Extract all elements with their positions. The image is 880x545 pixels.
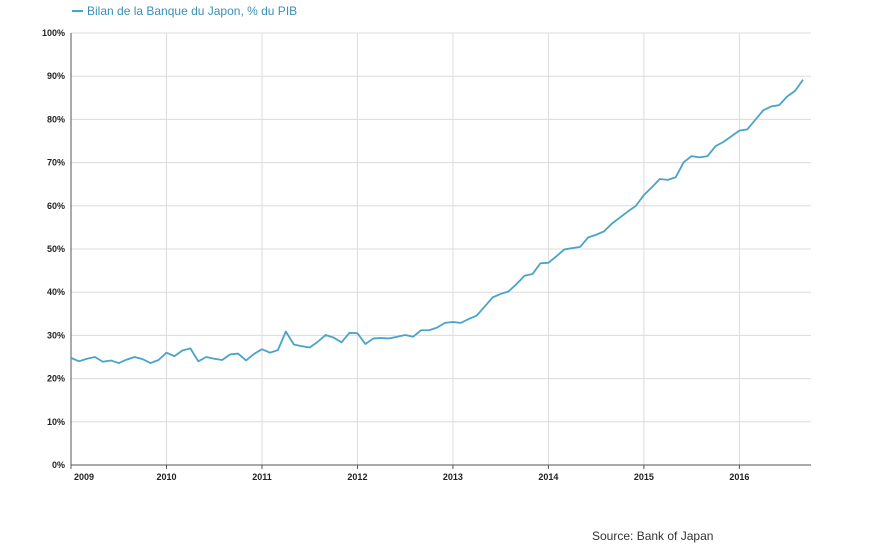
y-tick-label: 100% xyxy=(42,28,65,38)
legend: Bilan de la Banque du Japon, % du PIB xyxy=(72,3,297,19)
y-tick-label: 40% xyxy=(47,287,65,297)
y-tick-label: 90% xyxy=(47,71,65,81)
x-tick-label: 2011 xyxy=(252,472,272,482)
x-tick-label: 2009 xyxy=(74,472,94,482)
x-tick-label: 2012 xyxy=(347,472,367,482)
gridlines xyxy=(71,32,811,465)
x-tick-label: 2013 xyxy=(443,472,463,482)
y-tick-label: 70% xyxy=(47,158,65,168)
source-note: Source: Bank of Japan xyxy=(592,529,714,543)
y-axis-tick-labels: 0% 10% 20% 30% 40% 50% 60% 70% 80% 90% 100% xyxy=(42,28,65,470)
x-tick-label: 2016 xyxy=(729,472,749,482)
y-tick-label: 30% xyxy=(47,330,65,340)
legend-line-swatch xyxy=(72,10,83,12)
x-tick-label: 2010 xyxy=(156,472,176,482)
axes xyxy=(70,33,811,469)
y-tick-label: 0% xyxy=(52,460,65,470)
y-tick-label: 10% xyxy=(47,417,65,427)
y-tick-label: 80% xyxy=(47,114,65,124)
legend-label: Bilan de la Banque du Japon, % du PIB xyxy=(87,4,298,18)
y-tick-label: 20% xyxy=(47,374,65,384)
x-tick-label: 2014 xyxy=(538,472,558,482)
x-axis-tick-labels: 2009 2010 2011 2012 2013 2014 2015 2016 xyxy=(74,472,749,482)
y-tick-label: 50% xyxy=(47,244,65,254)
series-group xyxy=(70,79,804,364)
series-line xyxy=(70,79,804,364)
y-tick-label: 60% xyxy=(47,201,65,211)
x-tick-label: 2015 xyxy=(634,472,654,482)
